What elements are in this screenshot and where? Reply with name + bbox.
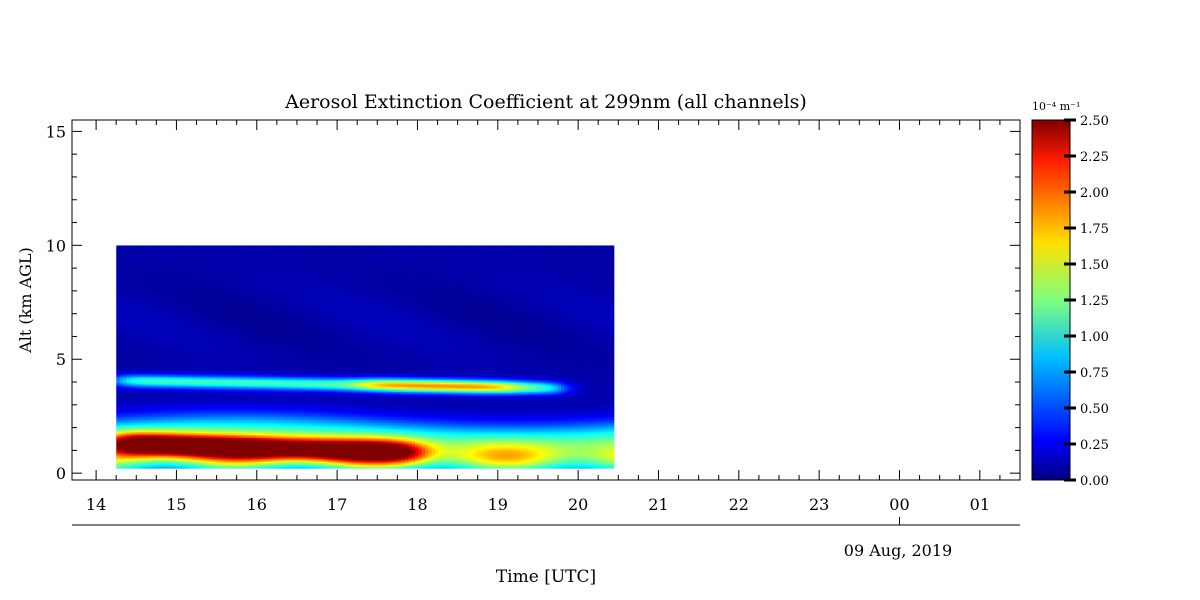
y-axis-label: Alt (km AGL)	[16, 247, 35, 354]
chart-title: Aerosol Extinction Coefficient at 299nm …	[284, 91, 807, 113]
heatmap-image	[116, 245, 615, 469]
